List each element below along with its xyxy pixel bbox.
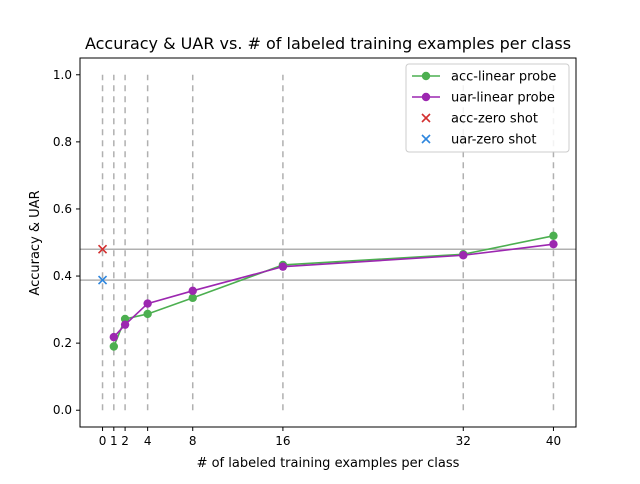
legend: acc-linear probe uar-linear probe acc-zero… bbox=[405, 63, 570, 153]
legend-marker bbox=[421, 71, 431, 81]
y-axis-label: Accuracy & UAR bbox=[28, 190, 43, 295]
x-tick-label: 32 bbox=[456, 434, 471, 448]
zero-shot-point bbox=[97, 244, 108, 254]
data-point bbox=[278, 262, 288, 271]
data-point bbox=[549, 239, 558, 249]
x-tick-label: 4 bbox=[144, 434, 152, 448]
x-tick-label: 0 bbox=[99, 434, 107, 448]
x-tick-label: 16 bbox=[275, 434, 290, 448]
data-point bbox=[188, 286, 197, 296]
x-axis: 0 1 2 4 8 16 32 40 bbox=[99, 427, 561, 448]
y-tick-label: 1.0 bbox=[53, 68, 72, 82]
series-line bbox=[113, 243, 554, 338]
y-tick-label: 0.8 bbox=[53, 135, 72, 149]
data-point bbox=[109, 342, 119, 351]
x-marker-stroke bbox=[97, 244, 108, 254]
data-point bbox=[459, 251, 468, 260]
data-point bbox=[143, 299, 152, 308]
legend-label: uar-zero shot bbox=[451, 133, 536, 148]
zero-shot-point bbox=[97, 275, 108, 285]
x-axis-label: # of labeled training examples per class bbox=[197, 456, 460, 471]
x-marker-stroke bbox=[421, 134, 431, 144]
legend-marker bbox=[421, 113, 431, 123]
x-tick-label: 8 bbox=[189, 434, 197, 448]
legend-label: acc-linear probe bbox=[451, 70, 556, 85]
y-tick-label: 0.4 bbox=[53, 269, 72, 283]
x-tick-label: 40 bbox=[546, 434, 561, 448]
legend-box bbox=[405, 63, 570, 153]
x-tick-label: 1 bbox=[110, 434, 118, 448]
data-point bbox=[143, 309, 152, 319]
legend-marker bbox=[421, 92, 431, 102]
x-tick-label: 2 bbox=[121, 434, 129, 448]
x-marker-stroke bbox=[421, 113, 431, 123]
y-tick-label: 0.0 bbox=[53, 403, 72, 417]
y-tick-label: 0.2 bbox=[53, 336, 72, 350]
data-point bbox=[120, 320, 130, 329]
data-point bbox=[549, 231, 558, 240]
data-point bbox=[188, 293, 197, 303]
data-point bbox=[109, 332, 119, 342]
y-tick-label: 0.6 bbox=[53, 202, 72, 216]
chart-title: Accuracy & UAR vs. # of labeled training… bbox=[85, 34, 571, 53]
legend-label: uar-linear probe bbox=[451, 91, 555, 106]
x-marker-stroke bbox=[97, 275, 108, 285]
plot-area bbox=[80, 74, 576, 411]
legend-label: acc-zero shot bbox=[451, 112, 538, 127]
legend-marker bbox=[421, 134, 431, 144]
plot-frame bbox=[79, 57, 577, 428]
y-axis: 0.0 0.2 0.4 0.6 0.8 1.0 bbox=[53, 68, 80, 417]
